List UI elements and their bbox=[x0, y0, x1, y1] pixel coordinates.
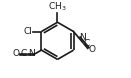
Text: O: O bbox=[89, 45, 96, 54]
Text: N: N bbox=[79, 33, 86, 41]
Text: O: O bbox=[12, 49, 19, 58]
Text: C: C bbox=[21, 49, 27, 58]
Text: Cl: Cl bbox=[24, 27, 32, 36]
Text: N: N bbox=[28, 49, 34, 58]
Text: CH$_3$: CH$_3$ bbox=[48, 0, 67, 13]
Text: C: C bbox=[84, 39, 90, 48]
